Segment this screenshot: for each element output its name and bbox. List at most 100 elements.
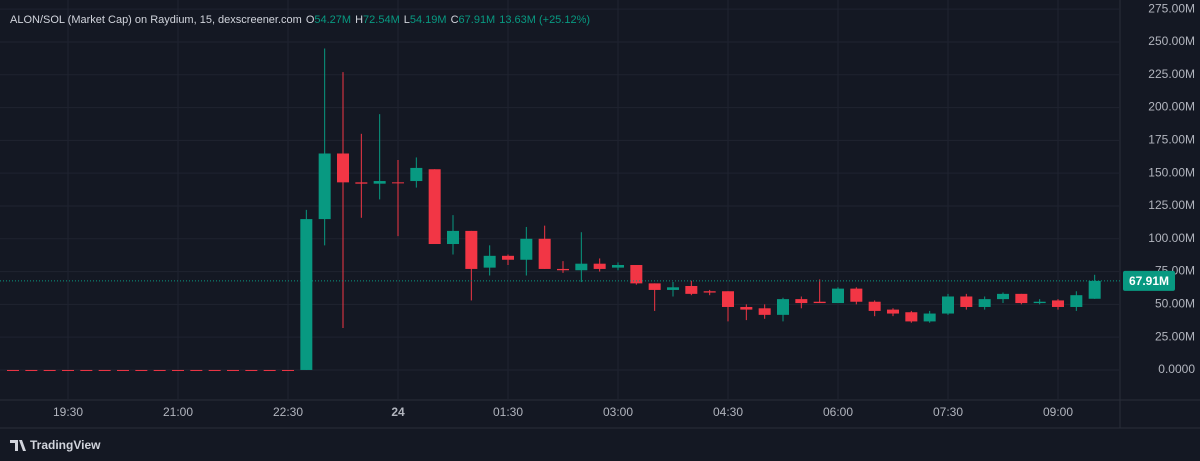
ohlc-key: O [306,14,315,26]
candle-body [208,369,221,371]
candle-body [355,182,368,184]
candle-body [43,369,56,371]
y-tick-label: 125.00M [1148,198,1195,212]
candle-body [832,288,844,304]
candle-body [722,291,734,307]
candle-body [538,238,551,269]
y-tick-label: 150.00M [1148,165,1195,179]
y-tick-label: 25.00M [1155,329,1195,343]
candle-body [575,263,588,271]
footer-logo: TradingView [10,438,101,452]
x-tick-label: 19:30 [53,405,83,419]
candle-body [997,293,1009,300]
candle-body [978,299,991,307]
candle-body [612,265,624,268]
candle-body [813,301,826,304]
candle-body [227,369,239,371]
last-price-box [1123,270,1175,291]
grid [0,0,1120,400]
candle-body [502,255,514,260]
candle-body [795,299,808,304]
x-tick-label: 04:30 [713,405,743,419]
candle-body [960,296,973,307]
candle-body [905,312,918,322]
candle-body [868,301,881,311]
logo-icon [10,440,26,451]
candle-body [1033,301,1046,304]
candle-body [337,153,349,183]
candle-body [777,299,789,315]
y-tick-label: 100.00M [1148,231,1195,245]
candle-body [263,369,276,371]
candle-body [373,181,386,184]
candle-body [245,369,258,371]
candle-body [685,285,698,294]
footer-text: TradingView [30,438,101,452]
candle-body [300,219,313,370]
y-tick-label: 50.00M [1155,297,1195,311]
candle-body [630,265,643,284]
candle-body [1052,300,1064,307]
y-tick-label: 275.00M [1148,1,1195,15]
candle-body [410,167,423,182]
x-tick-label: 06:00 [823,405,853,419]
candle-body [1088,280,1101,299]
candle-body [80,369,93,371]
y-tick-label: 225.00M [1148,67,1195,81]
candle-body [447,230,459,245]
x-tick-label: 01:30 [493,405,523,419]
change-text: 13.63M (+25.12%) [499,14,590,26]
candle-body [758,308,771,315]
candle-body [850,288,863,302]
x-tick-label: 07:30 [933,405,963,419]
candle-body [557,268,569,271]
x-tick-label: 22:30 [273,405,303,419]
y-tick-label: 250.00M [1148,34,1195,48]
ohlc-value: 54.19M [410,14,447,26]
candle-body [190,369,203,371]
candle-body [520,238,533,260]
x-tick-label: 09:00 [1043,405,1073,419]
candle-body [887,309,899,314]
y-tick-label: 200.00M [1148,100,1195,114]
candle-body [923,313,936,322]
candle-body [318,153,331,220]
candle-body [740,306,753,310]
header-title: ALON/SOL (Market Cap) on Raydium, 15, de… [10,14,302,26]
candle-body [1015,293,1028,304]
ohlc-key: L [404,14,410,26]
ohlc-key: C [451,14,459,26]
legend-header: ALON/SOL (Market Cap) on Raydium, 15, de… [10,14,590,26]
ohlc-value: 54.27M [314,14,351,26]
candle-body [703,291,716,293]
last-price-label: 67.91M [1129,274,1169,288]
candle-body [7,369,19,371]
candle-body [593,263,606,269]
candle-body [62,369,74,371]
ohlc-value: 67.91M [459,14,496,26]
candle-body [667,287,679,290]
candle-body [25,369,38,371]
candle-body [117,369,129,371]
header-text: ALON/SOL (Market Cap) on Raydium, 15, de… [10,14,590,26]
candle-body [483,255,496,268]
x-tick-label: 24 [391,405,405,419]
candle-body [153,369,166,371]
candle-body [282,369,294,371]
candle-body [98,369,111,371]
candle-body [942,296,954,314]
candle-body [648,283,661,290]
y-tick-label: 175.00M [1148,133,1195,147]
candle-body [135,369,148,371]
candle-body [465,230,478,269]
candle-body [1070,295,1083,307]
candle-body [392,182,404,184]
candle-body [172,369,184,371]
candle-body [428,169,441,245]
axes: 0.000025.00M50.00M75.00M100.00M125.00M15… [53,1,1195,419]
x-tick-label: 21:00 [163,405,193,419]
ohlc-value: 72.54M [363,14,400,26]
